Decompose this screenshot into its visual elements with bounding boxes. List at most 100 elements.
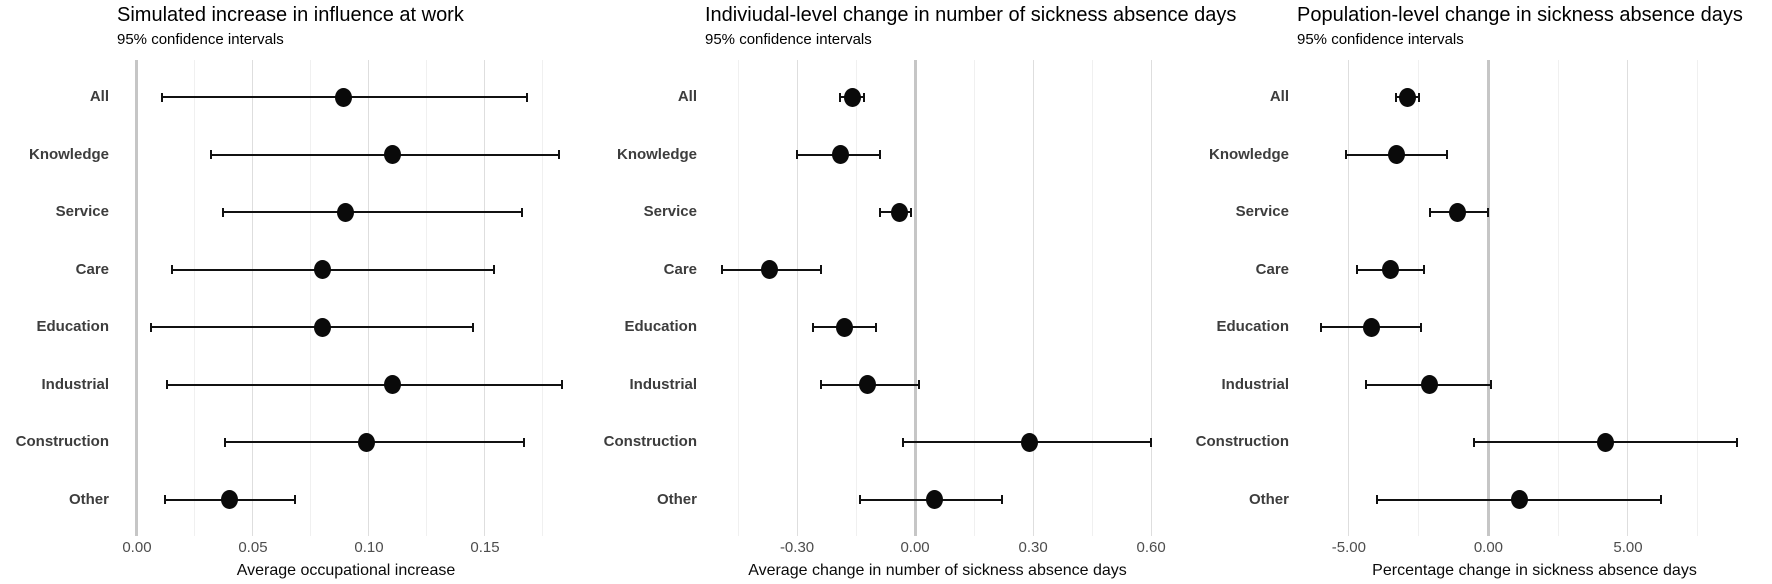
ci-cap-high [918,380,920,389]
category-label: Knowledge [616,145,697,163]
ci-cap-low [221,207,224,217]
estimate-dot [221,490,239,509]
estimate-dot [1020,432,1038,452]
ci-cap-low [796,150,799,159]
ci-whisker [225,441,525,443]
gridline-major [914,60,916,536]
gridline-major [1487,60,1489,536]
forest-row [117,60,575,536]
gridline-major [1348,60,1350,536]
gridline-minor [1557,60,1559,536]
forest-row [1297,60,1772,536]
ci-cap-high [472,322,475,332]
ci-cap-low [1375,495,1378,504]
category-label: Industrial [1221,375,1289,393]
ci-whisker [722,268,821,271]
x-tick-label: 0.60 [1136,539,1166,556]
forest-row [705,60,1170,536]
forest-row [705,60,1170,536]
ci-whisker [903,441,1152,443]
ci-whisker [820,383,919,386]
ci-cap-low [1356,265,1359,274]
gridline-minor [1091,60,1093,536]
ci-whisker [162,96,527,98]
gridline-minor [737,60,739,536]
plot-area [705,60,1170,536]
ci-cap-high [1420,322,1423,332]
forest-row [117,60,575,536]
estimate-dot [1597,432,1615,452]
estimate-dot [314,260,332,279]
estimate-dot [1421,375,1439,394]
ci-cap-high [493,265,496,274]
category-label: All [1269,88,1289,105]
panel-subtitle: 95% confidence intervals [1297,31,1464,48]
estimate-dot [358,432,376,452]
category-label: Service [55,203,109,220]
estimate-dot [1399,87,1417,107]
x-tick-label: 0.00 [122,539,152,556]
forest-row [705,60,1170,536]
forest-row [117,60,575,536]
category-label: All [677,88,697,105]
forest-row [1297,60,1772,536]
ci-cap-low [819,380,822,389]
plot-area [117,60,575,536]
forest-row [1297,60,1772,536]
category-label: Service [643,203,697,220]
gridline-minor [426,60,428,536]
ci-cap-high [862,92,865,102]
estimate-dot [831,145,849,164]
ci-whisker [840,96,864,98]
forest-row [705,60,1170,536]
category-label: Care [663,260,697,278]
forest-row [1297,60,1772,536]
zero-reference-line [135,60,139,536]
x-axis-title: Average occupational increase [236,562,456,579]
category-label: Knowledge [1208,145,1289,163]
estimate-dot [761,260,779,279]
ci-cap-high [1445,150,1448,159]
gridline-major [368,60,370,536]
category-label: Other [1248,490,1289,508]
forest-row [1297,60,1772,536]
ci-cap-low [210,150,213,159]
ci-whisker [812,326,876,328]
ci-whisker [1396,96,1419,98]
ci-whisker [1346,153,1447,156]
ci-whisker [222,211,523,213]
x-axis-title: Percentage change in sickness absence da… [1372,562,1697,579]
ci-cap-low [1428,207,1431,217]
forest-row [705,60,1170,536]
ci-whisker [150,326,474,328]
estimate-dot [1449,202,1467,222]
category-label: Other [68,490,109,508]
ci-cap-low [170,265,173,274]
ci-whisker [1376,498,1662,501]
ci-whisker [797,153,880,156]
forest-row [1297,60,1772,536]
forest-row [117,60,575,536]
ci-cap-high [1000,495,1003,504]
ci-whisker [1357,268,1425,271]
x-tick-label: 0.15 [470,539,500,556]
zero-reference-line [913,60,917,536]
ci-cap-low [859,495,861,504]
category-label: Care [75,260,109,278]
panel-title: Population-level change in sickness abse… [1297,4,1743,26]
ci-cap-low [161,92,164,102]
category-label: Industrial [629,375,697,393]
ci-cap-low [1345,150,1348,159]
ci-cap-high [523,437,526,447]
gridline-major [136,60,138,536]
gridline-minor [1697,60,1699,536]
ci-cap-high [521,207,524,217]
gridline-minor [310,60,312,536]
ci-cap-low [166,380,169,389]
forest-row [705,60,1170,536]
forest-row [117,60,575,536]
gridline-minor [542,60,544,536]
ci-whisker [1321,326,1422,328]
gridline-major [1032,60,1034,536]
